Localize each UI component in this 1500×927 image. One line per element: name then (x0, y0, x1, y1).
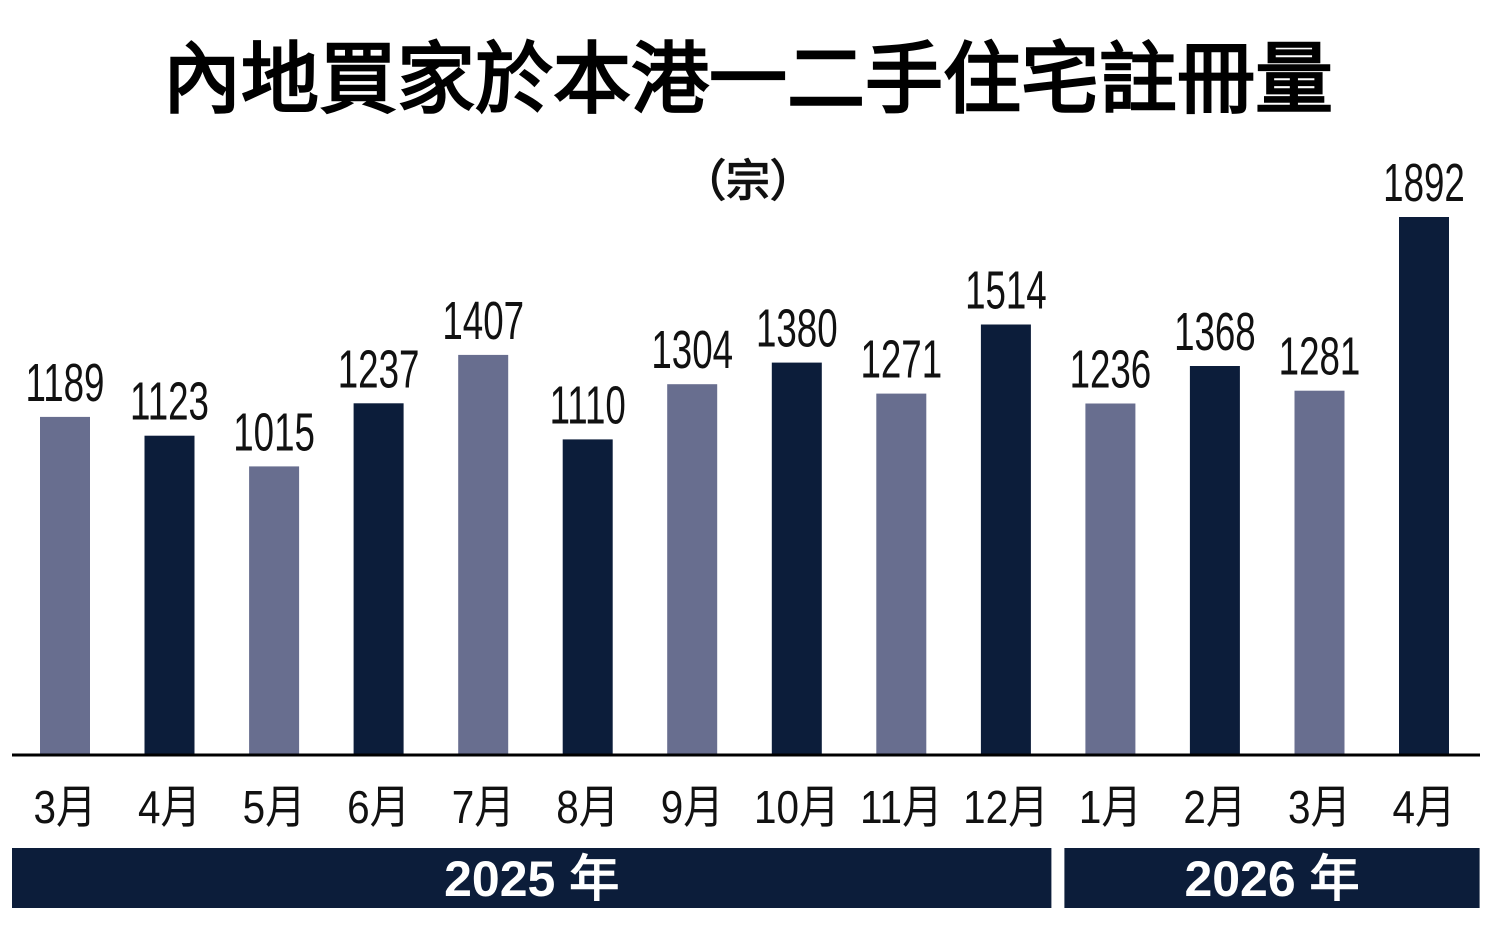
year-band-label-1: 2026 年 (1184, 851, 1359, 907)
value-label-5: 1110 (550, 374, 626, 435)
year-bands: 2025 年 2026 年 (12, 848, 1480, 908)
year-band-1 (1064, 848, 1480, 908)
value-label-13: 1892 (1383, 152, 1465, 213)
x-tick-label-1: 4月 (138, 783, 201, 834)
month-labels: 3月 4月 5月 6月 7月 8月 9月 10月 11月 12月 1月 2月 3月 4月 (34, 783, 1456, 834)
chart-unit-label: （宗） (682, 156, 814, 207)
bar-5 (562, 439, 613, 755)
value-label-7: 1380 (756, 297, 838, 358)
bar-7 (771, 362, 822, 755)
x-tick-label-0: 3月 (34, 783, 97, 834)
x-tick-label-9: 12月 (963, 783, 1048, 834)
value-label-4: 1407 (442, 290, 524, 351)
bar-11 (1189, 366, 1240, 755)
value-label-1: 1123 (130, 371, 209, 432)
x-tick-label-2: 5月 (243, 783, 306, 834)
value-label-2: 1015 (233, 401, 315, 462)
chart-title: 內地買家於本港一二手住宅註冊量 (163, 35, 1333, 125)
x-tick-label-10: 1月 (1079, 783, 1142, 834)
bar-3 (353, 403, 404, 755)
bar-9 (980, 324, 1031, 755)
bar-10 (1085, 403, 1136, 755)
value-label-0: 1189 (26, 352, 105, 413)
x-tick-label-13: 4月 (1393, 783, 1456, 834)
x-tick-label-8: 11月 (860, 783, 942, 834)
bar-6 (667, 384, 718, 755)
bar-0 (40, 416, 90, 755)
x-tick-label-5: 8月 (556, 783, 619, 834)
x-tick-label-6: 9月 (661, 783, 724, 834)
bar-2 (249, 466, 300, 755)
value-label-11: 1368 (1174, 301, 1256, 362)
value-label-8: 1271 (860, 328, 942, 389)
bar-4 (458, 354, 509, 755)
bar-1 (144, 435, 195, 755)
value-label-12: 1281 (1279, 326, 1361, 387)
value-label-3: 1237 (338, 338, 420, 399)
value-label-9: 1514 (965, 259, 1047, 320)
year-band-0 (12, 848, 1052, 908)
x-tick-label-11: 2月 (1183, 783, 1246, 834)
bar-8 (876, 393, 927, 755)
value-label-6: 1304 (651, 319, 733, 380)
bar-13 (1399, 217, 1449, 755)
year-band-label-0: 2025 年 (444, 851, 619, 907)
value-labels: 1189 1123 1015 1237 1407 1110 1304 1380 1271 1514… (26, 152, 1465, 462)
value-label-10: 1236 (1070, 338, 1152, 399)
x-tick-label-12: 3月 (1288, 783, 1351, 834)
bar-12 (1294, 390, 1345, 755)
x-tick-label-7: 10月 (754, 783, 839, 834)
bars (40, 217, 1449, 755)
x-tick-label-3: 6月 (347, 783, 410, 834)
x-tick-label-4: 7月 (452, 783, 515, 834)
